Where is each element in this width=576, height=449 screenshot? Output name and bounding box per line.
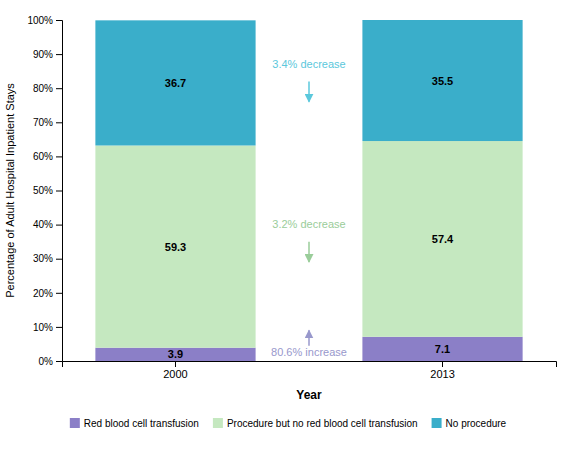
legend-swatch xyxy=(213,418,223,428)
legend: Red blood cell transfusion Procedure but … xyxy=(70,418,507,429)
y-tick-label: 30% xyxy=(33,253,53,264)
data-labels: 3.9 7.1 59.3 57.4 36.7 35.5 xyxy=(165,75,454,361)
y-tick-label: 100% xyxy=(27,15,53,26)
x-axis-title: Year xyxy=(296,388,322,402)
y-tick: 40% xyxy=(33,219,62,230)
y-tick-mark xyxy=(56,88,62,89)
y-tick: 90% xyxy=(33,49,62,60)
annotation-arrow xyxy=(308,330,310,345)
y-tick: 80% xyxy=(33,83,62,94)
annotation-text: 80.6% increase xyxy=(271,346,347,358)
x-axis-line xyxy=(63,362,557,368)
x-tick-mark xyxy=(442,361,443,367)
y-tick: 70% xyxy=(33,117,62,128)
y-tick-mark xyxy=(56,122,62,123)
data-label: 7.1 xyxy=(435,343,450,355)
data-label: 3.9 xyxy=(168,348,183,360)
y-tick-label: 60% xyxy=(33,151,53,162)
bar-segment xyxy=(362,337,522,361)
legend-swatch xyxy=(70,418,80,428)
x-tick-label: 2013 xyxy=(430,368,454,380)
y-tick: 0% xyxy=(39,356,62,367)
y-axis: 0% 10% 20% 30% 40% 50% 60% 70% 80% 90% 100% xyxy=(27,15,62,367)
legend-swatch xyxy=(432,418,442,428)
y-tick-mark xyxy=(56,361,62,362)
bars xyxy=(95,20,522,361)
y-tick-label: 40% xyxy=(33,219,53,230)
y-tick: 60% xyxy=(33,151,62,162)
y-tick: 100% xyxy=(27,15,62,26)
x-tick: 2013 xyxy=(430,361,454,380)
legend-label: No procedure xyxy=(446,418,507,429)
data-label: 35.5 xyxy=(432,75,453,87)
bar-segment xyxy=(95,20,255,145)
annotation-text: 3.4% decrease xyxy=(272,58,345,70)
bar-segment xyxy=(362,20,522,141)
annotations: 3.4% decrease 3.2% decrease 80.6% increase xyxy=(271,58,347,358)
legend-item: Procedure but no red blood cell transfus… xyxy=(213,418,418,429)
legend-label: Procedure but no red blood cell transfus… xyxy=(227,418,418,429)
y-tick-mark xyxy=(56,259,62,260)
chart: 0% 10% 20% 30% 40% 50% 60% 70% 80% 90% 100% 2000 201… xyxy=(0,0,576,449)
y-tick-mark xyxy=(56,156,62,157)
data-label: 36.7 xyxy=(165,77,186,89)
bar-segment xyxy=(95,348,255,361)
x-tick-mark xyxy=(175,361,176,367)
annotation-text: 3.2% decrease xyxy=(272,218,345,230)
y-tick: 50% xyxy=(33,185,62,196)
bar-segment xyxy=(95,145,255,347)
bar-segment xyxy=(362,141,522,337)
y-tick-label: 70% xyxy=(33,117,53,128)
legend-item: Red blood cell transfusion xyxy=(70,418,199,429)
y-tick-label: 0% xyxy=(39,356,54,367)
plot: 0% 10% 20% 30% 40% 50% 60% 70% 80% 90% 100% 2000 201… xyxy=(4,15,557,402)
y-tick-mark xyxy=(56,327,62,328)
x-axis: 2000 2013 xyxy=(63,361,557,380)
y-axis-line xyxy=(56,21,63,362)
y-tick-label: 50% xyxy=(33,185,53,196)
y-tick-mark xyxy=(56,293,62,294)
legend-label: Red blood cell transfusion xyxy=(84,418,199,429)
legend-item: No procedure xyxy=(432,418,507,429)
y-tick-label: 90% xyxy=(33,49,53,60)
y-tick: 30% xyxy=(33,253,62,264)
y-tick-mark xyxy=(56,54,62,55)
y-tick-label: 10% xyxy=(33,322,53,333)
data-label: 59.3 xyxy=(165,241,186,253)
x-tick-label: 2000 xyxy=(163,368,187,380)
y-tick-label: 20% xyxy=(33,288,53,299)
y-tick-mark xyxy=(56,225,62,226)
y-tick: 20% xyxy=(33,288,62,299)
y-tick: 10% xyxy=(33,322,62,333)
y-tick-mark xyxy=(56,191,62,192)
annotation-arrow xyxy=(308,81,310,101)
y-axis-title: Percentage of Adult Hospital Inpatient S… xyxy=(4,83,16,298)
data-label: 57.4 xyxy=(432,233,454,245)
y-tick-label: 80% xyxy=(33,83,53,94)
annotation-arrow xyxy=(308,242,310,262)
x-tick: 2000 xyxy=(163,361,187,380)
y-tick-mark xyxy=(56,20,62,21)
